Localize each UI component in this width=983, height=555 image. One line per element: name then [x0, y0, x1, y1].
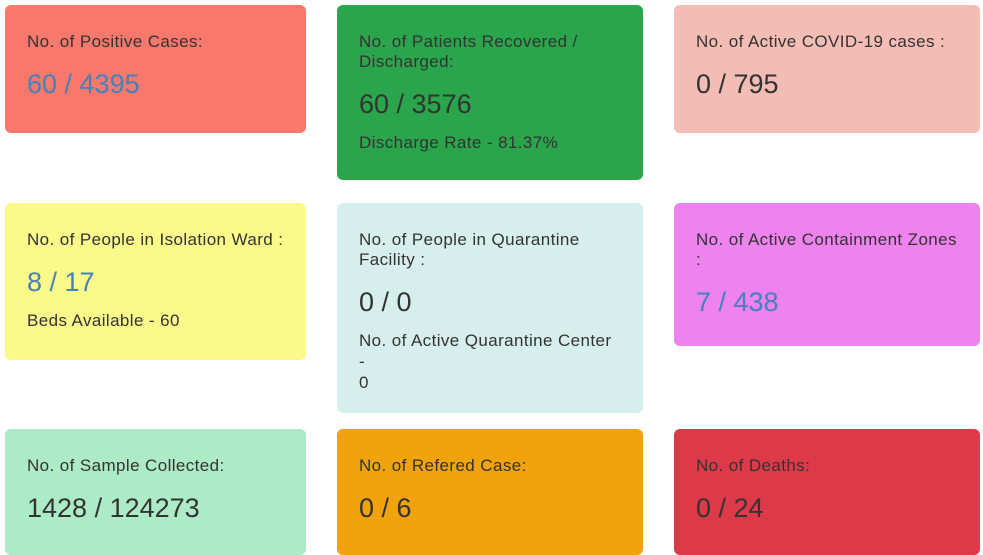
card-title: No. of Active COVID-19 cases :: [696, 32, 946, 51]
card-active-covid-cases: No. of Active COVID-19 cases : 0 / 795: [674, 5, 980, 133]
card-title: No. of Active Containment Zones :: [696, 230, 957, 269]
card-quarantine-facility: No. of People in Quarantine Facility : 0…: [337, 203, 643, 413]
card-title: No. of Positive Cases:: [27, 32, 204, 51]
card-sample-collected: No. of Sample Collected: 1428 / 124273: [5, 429, 306, 555]
stat-value-containment-zones[interactable]: 7 / 438: [696, 287, 779, 317]
discharge-rate-text: Discharge Rate - 81.37%: [359, 133, 559, 152]
card-title: No. of Deaths:: [696, 456, 811, 475]
card-deaths: No. of Deaths: 0 / 24: [674, 429, 980, 555]
card-refered-case: No. of Refered Case: 0 / 6: [337, 429, 643, 555]
stat-value-patients-recovered: 60 / 3576: [359, 89, 472, 119]
card-title: No. of People in Quarantine Facility :: [359, 230, 580, 269]
card-patients-recovered: No. of Patients Recovered / Discharged: …: [337, 5, 643, 180]
card-title: No. of People in Isolation Ward :: [27, 230, 284, 249]
stat-value-quarantine-facility: 0 / 0: [359, 287, 412, 317]
card-isolation-ward: No. of People in Isolation Ward : 8 / 17…: [5, 203, 306, 360]
card-containment-zones: No. of Active Containment Zones : 7 / 43…: [674, 203, 980, 346]
active-quarantine-center-text: No. of Active Quarantine Center - 0: [359, 331, 612, 392]
card-title: No. of Refered Case:: [359, 456, 527, 475]
card-positive-cases: No. of Positive Cases: 60 / 4395: [5, 5, 306, 133]
stat-value-isolation-ward[interactable]: 8 / 17: [27, 267, 95, 297]
stat-value-deaths: 0 / 24: [696, 493, 764, 523]
stat-value-refered-case: 0 / 6: [359, 493, 412, 523]
card-title: No. of Patients Recovered / Discharged:: [359, 32, 578, 71]
stat-value-active-cases: 0 / 795: [696, 69, 779, 99]
stat-value-positive-cases[interactable]: 60 / 4395: [27, 69, 140, 99]
beds-available-text: Beds Available - 60: [27, 311, 180, 330]
stat-value-sample-collected: 1428 / 124273: [27, 493, 200, 523]
card-title: No. of Sample Collected:: [27, 456, 225, 475]
